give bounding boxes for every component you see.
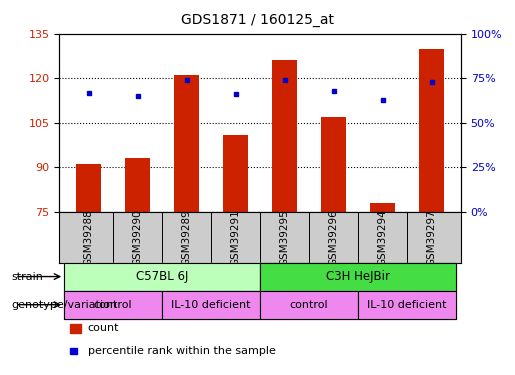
Text: control: control bbox=[94, 300, 132, 310]
Text: GSM39289: GSM39289 bbox=[182, 209, 192, 266]
Text: control: control bbox=[290, 300, 329, 310]
Bar bbox=[64, 262, 260, 291]
Text: GSM39294: GSM39294 bbox=[377, 209, 388, 266]
Text: GSM39295: GSM39295 bbox=[280, 209, 289, 266]
Bar bbox=[125, 158, 150, 212]
Text: GDS1871 / 160125_at: GDS1871 / 160125_at bbox=[181, 13, 334, 27]
Text: genotype/variation: genotype/variation bbox=[11, 300, 117, 310]
Bar bbox=[358, 291, 456, 319]
Bar bbox=[175, 75, 199, 212]
Text: GSM39291: GSM39291 bbox=[231, 209, 241, 266]
Text: strain: strain bbox=[11, 272, 43, 282]
Text: IL-10 deficient: IL-10 deficient bbox=[367, 300, 447, 310]
Bar bbox=[64, 291, 162, 319]
Bar bbox=[64, 291, 162, 319]
Bar bbox=[76, 164, 101, 212]
Bar bbox=[260, 291, 358, 319]
Bar bbox=[370, 203, 395, 212]
Bar bbox=[260, 262, 456, 291]
Bar bbox=[272, 60, 297, 212]
Text: GSM39297: GSM39297 bbox=[426, 209, 437, 266]
Text: C3H HeJBir: C3H HeJBir bbox=[326, 270, 390, 283]
Bar bbox=[260, 291, 358, 319]
Bar bbox=[162, 291, 260, 319]
Text: count: count bbox=[88, 323, 119, 333]
Text: GSM39290: GSM39290 bbox=[132, 209, 143, 266]
Text: GSM39288: GSM39288 bbox=[83, 209, 94, 266]
Bar bbox=[162, 291, 260, 319]
Bar bbox=[358, 291, 456, 319]
Text: GSM39296: GSM39296 bbox=[329, 209, 338, 266]
Text: C57BL 6J: C57BL 6J bbox=[136, 270, 188, 283]
Text: percentile rank within the sample: percentile rank within the sample bbox=[88, 346, 276, 355]
Bar bbox=[224, 135, 248, 212]
Bar bbox=[321, 117, 346, 212]
Bar bbox=[64, 262, 260, 291]
Bar bbox=[419, 49, 444, 212]
Text: IL-10 deficient: IL-10 deficient bbox=[171, 300, 251, 310]
Bar bbox=[260, 262, 456, 291]
